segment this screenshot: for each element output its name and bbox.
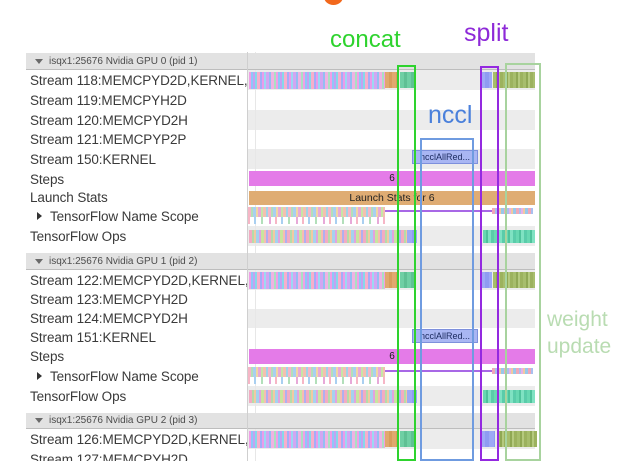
annotation-weight-update-line2: update (547, 335, 612, 358)
collapse-triangle-icon[interactable] (35, 258, 43, 264)
annotation-nccl: nccl (428, 101, 473, 129)
span-tfns-drips-tf-name-scope-gpu0 (248, 217, 385, 224)
span-dense-gpu-stream-122-gpu1[interactable] (249, 272, 385, 289)
span-dense-tfns-tf-name-scope-gpu1[interactable] (248, 367, 385, 377)
row-label-tf-ops-gpu1: TensorFlow Ops (0, 386, 247, 406)
collapse-triangle-icon[interactable] (35, 418, 43, 423)
row-label-text: Stream 124:MEMCPYD2H (30, 311, 188, 326)
row-label-text: Stream 123:MEMCPYH2D (30, 292, 188, 307)
span-nccl-bar-stream-151-gpu1[interactable]: ncclAllRed... (412, 329, 478, 343)
concat-highlight-box (397, 65, 416, 461)
span-mini-strip-tf-name-scope-gpu0[interactable] (492, 208, 533, 214)
span-launch-bar-launch-stats-gpu0[interactable]: Launch Stats for 6 (249, 191, 535, 205)
row-label-text: Stream 127:MEMCPYH2D (30, 451, 188, 461)
label-panel-divider (247, 52, 248, 461)
span-dense-tfns-tf-name-scope-gpu0[interactable] (248, 207, 385, 217)
span-block-teal-stream-118-gpu0[interactable] (400, 72, 414, 88)
span-block-teal-stream-122-gpu1[interactable] (400, 272, 414, 288)
span-dense-tfops-tf-ops-gpu1[interactable] (249, 390, 407, 403)
span-flow-line-tf-name-scope-gpu1[interactable] (385, 370, 492, 372)
span-dense-gpu-stream-118-gpu0[interactable] (249, 72, 385, 89)
row-label-text: Stream 150:KERNEL (30, 151, 156, 167)
span-flow-line-tf-name-scope-gpu0[interactable] (385, 210, 492, 212)
row-label-text: Stream 151:KERNEL (30, 330, 156, 345)
span-dense-tfops-tf-ops-gpu0[interactable] (249, 230, 407, 243)
span-dense-gpu-stream-126-gpu2[interactable] (249, 431, 385, 448)
row-label-text: Stream 121:MEMCPYP2P (30, 132, 187, 147)
row-label-steps-gpu0: Steps (0, 169, 247, 189)
annotation-concat: concat (330, 26, 401, 53)
row-label-stream-151-gpu1: Stream 151:KERNEL (0, 328, 247, 347)
row-label-text: TensorFlow Ops (30, 228, 127, 244)
span-block-blue-sm-tf-ops-gpu0[interactable] (407, 230, 417, 243)
expander-arrow-icon[interactable] (37, 212, 42, 220)
row-label-text: Stream 119:MEMCPYH2D (30, 92, 187, 108)
span-block-blue-stream-122-gpu1[interactable] (480, 272, 492, 288)
row-label-text: Stream 118:MEMCPYD2D,KERNEL,ME (30, 72, 247, 88)
row-label-text: Stream 126:MEMCPYD2D,KERNEL,MI (30, 431, 247, 447)
span-block-orange-stream-122-gpu1[interactable] (385, 272, 398, 288)
span-block-blue-stream-126-gpu2[interactable] (480, 431, 495, 447)
span-strip-teal-tf-ops-gpu1[interactable] (483, 390, 535, 403)
span-strip-olive-stream-126-gpu2[interactable] (497, 431, 537, 447)
row-label-text: TensorFlow Name Scope (50, 368, 199, 384)
span-steps-bar-steps-gpu1[interactable]: 6 (249, 349, 535, 364)
span-block-orange-stream-118-gpu0[interactable] (385, 72, 398, 88)
row-label-stream-124-gpu1: Stream 124:MEMCPYD2H (0, 309, 247, 328)
row-label-stream-120-gpu0: Stream 120:MEMCPYD2H (0, 110, 247, 130)
annotation-weight-update: weight update (547, 306, 611, 360)
annotation-split: split (464, 19, 509, 47)
process-header-label: isqx1:25676 Nvidia GPU 1 (pid 2) (49, 255, 198, 267)
row-label-tf-name-scope-gpu0[interactable]: TensorFlow Name Scope (0, 206, 247, 226)
span-mini-strip-tf-name-scope-gpu1[interactable] (492, 368, 533, 374)
row-label-steps-gpu1: Steps (0, 347, 247, 366)
row-label-stream-123-gpu1: Stream 123:MEMCPYH2D (0, 290, 247, 309)
row-label-text: Stream 122:MEMCPYD2D,KERNEL,MI (30, 272, 247, 288)
annotation-weight-update-line1: weight (547, 308, 608, 331)
span-strip-teal-tf-ops-gpu0[interactable] (483, 230, 535, 243)
span-block-orange-stream-126-gpu2[interactable] (385, 431, 398, 447)
row-label-stream-118-gpu0: Stream 118:MEMCPYD2D,KERNEL,ME (0, 70, 247, 90)
collapse-triangle-icon[interactable] (35, 58, 43, 64)
process-header-gpu2[interactable]: isqx1:25676 Nvidia GPU 2 (pid 3) (26, 413, 535, 429)
span-block-blue-stream-118-gpu0[interactable] (480, 72, 492, 88)
split-highlight-box (480, 66, 499, 461)
row-label-stream-119-gpu0: Stream 119:MEMCPYH2D (0, 90, 247, 110)
row-shade-stream-124 (247, 309, 535, 328)
process-header-gpu0[interactable]: isqx1:25676 Nvidia GPU 0 (pid 1) (26, 53, 535, 70)
row-label-text: TensorFlow Name Scope (50, 208, 199, 224)
span-strip-olive-stream-122-gpu1[interactable] (493, 272, 535, 288)
weight-update-highlight-box (505, 63, 541, 461)
clipped-annotation-fragment (324, 0, 343, 5)
row-label-launch-stats-gpu0: Launch Stats (0, 189, 247, 206)
nccl-highlight-box (420, 138, 474, 461)
row-label-text: Steps (30, 171, 65, 187)
span-nccl-bar-stream-150-gpu0[interactable]: ncclAllRed... (412, 150, 478, 164)
row-label-stream-122-gpu1: Stream 122:MEMCPYD2D,KERNEL,MI (0, 270, 247, 290)
row-label-text: Launch Stats (30, 190, 108, 205)
process-header-label: isqx1:25676 Nvidia GPU 0 (pid 1) (49, 55, 198, 67)
span-tfns-drips-tf-name-scope-gpu1 (248, 377, 385, 384)
span-strip-olive-stream-118-gpu0[interactable] (493, 72, 535, 88)
span-block-blue-sm-tf-ops-gpu1[interactable] (407, 390, 417, 403)
row-label-tf-name-scope-gpu1[interactable]: TensorFlow Name Scope (0, 366, 247, 386)
row-label-stream-126-gpu2: Stream 126:MEMCPYD2D,KERNEL,MI (0, 429, 247, 449)
row-label-stream-150-gpu0: Stream 150:KERNEL (0, 149, 247, 169)
row-shade-stream-120 (247, 110, 535, 130)
row-label-tf-ops-gpu0: TensorFlow Ops (0, 226, 247, 246)
row-label-stream-121-gpu0: Stream 121:MEMCPYP2P (0, 130, 247, 149)
process-header-label: isqx1:25676 Nvidia GPU 2 (pid 3) (49, 415, 198, 426)
row-label-text: Stream 120:MEMCPYD2H (30, 112, 188, 128)
span-steps-bar-steps-gpu0[interactable]: 6 (249, 171, 535, 186)
expander-arrow-icon[interactable] (37, 372, 42, 380)
row-label-text: TensorFlow Ops (30, 388, 127, 404)
process-header-gpu1[interactable]: isqx1:25676 Nvidia GPU 1 (pid 2) (26, 253, 535, 270)
row-label-text: Steps (30, 349, 65, 364)
span-block-teal-stream-126-gpu2[interactable] (400, 431, 414, 447)
row-label-stream-127-gpu2: Stream 127:MEMCPYH2D (0, 449, 247, 461)
